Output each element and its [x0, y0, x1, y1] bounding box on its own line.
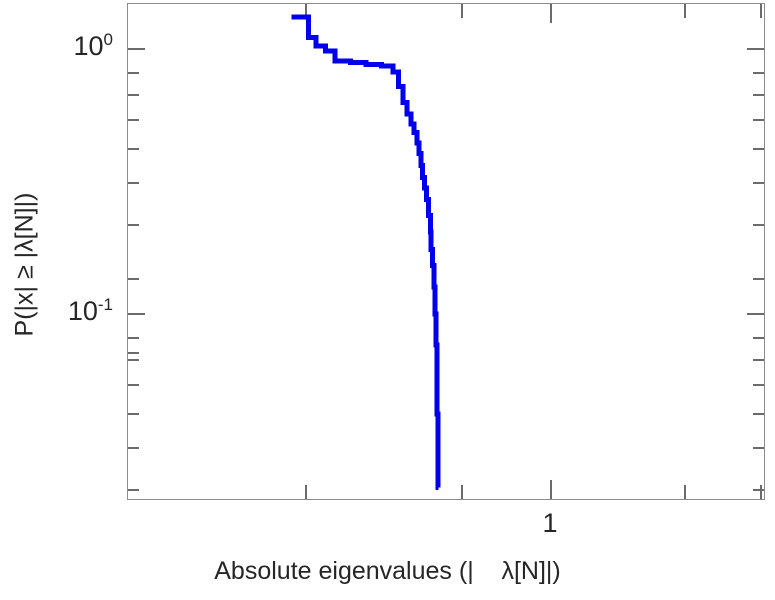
x-tick-minor-top: [305, 4, 307, 18]
y-tick-minor: [128, 119, 139, 121]
y-tick-minor: [128, 72, 139, 74]
y-tick-minor: [128, 148, 139, 150]
y-tick-minor-right: [753, 359, 764, 361]
y-tick-major-right: [747, 313, 764, 316]
x-axis-title: Absolute eigenvalues (| λ[N]|): [214, 557, 561, 585]
y-tick-minor: [128, 384, 139, 386]
x-tick-minor-top: [760, 4, 762, 18]
y-tick-label-1e-1: 10-1: [0, 295, 113, 326]
x-tick-minor: [461, 485, 463, 499]
y-tick-minor: [128, 413, 139, 415]
y-tick-minor: [128, 352, 139, 354]
y-tick-mantissa: 10: [73, 31, 104, 61]
y-tick-major-right: [747, 48, 764, 51]
x-tick-minor: [760, 485, 762, 499]
y-tick-minor-right: [753, 182, 764, 184]
plot-axes: [127, 3, 765, 500]
y-tick-minor-right: [753, 148, 764, 150]
y-tick-minor-right: [753, 489, 764, 491]
y-tick-minor: [128, 278, 139, 280]
y-tick-major-1e-1: [128, 313, 145, 316]
x-tick-minor: [305, 485, 307, 499]
x-tick-minor-top: [684, 4, 686, 18]
y-tick-minor-right: [753, 72, 764, 74]
y-tick-minor-right: [753, 384, 764, 386]
y-tick-minor: [128, 337, 139, 339]
y-tick-mantissa: 10: [67, 296, 98, 326]
y-tick-exponent: -1: [97, 295, 113, 314]
y-tick-minor-right: [753, 278, 764, 280]
x-tick-label-1: 1: [542, 508, 558, 538]
y-tick-minor: [128, 489, 139, 491]
x-tick-minor-top: [461, 4, 463, 18]
y-tick-minor: [128, 447, 139, 449]
y-tick-minor: [128, 94, 139, 96]
y-tick-minor-right: [753, 337, 764, 339]
y-tick-minor: [128, 224, 139, 226]
y-tick-minor-right: [753, 224, 764, 226]
y-tick-minor-right: [753, 447, 764, 449]
y-tick-minor-right: [753, 119, 764, 121]
x-tick-minor: [684, 485, 686, 499]
y-tick-minor: [128, 359, 139, 361]
y-tick-major-1e0: [128, 48, 145, 51]
y-tick-exponent: 0: [103, 30, 113, 49]
x-tick-major: [550, 480, 553, 499]
y-tick-minor-right: [753, 413, 764, 415]
y-tick-label-1e0: 100: [0, 30, 113, 61]
x-tick-major-top: [550, 4, 553, 23]
y-tick-minor: [128, 182, 139, 184]
y-tick-minor-right: [753, 94, 764, 96]
y-axis-title: P(|x| ≥ |λ[N]|): [10, 192, 39, 337]
